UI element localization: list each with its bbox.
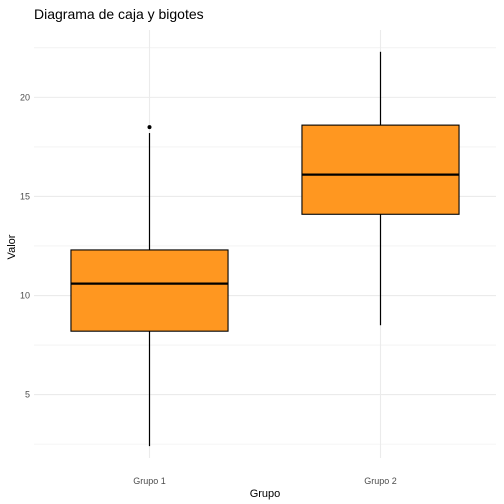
y-tick-label: 15: [20, 191, 30, 201]
x-axis-title: Grupo: [250, 488, 281, 500]
x-axis-ticks: Grupo 1 Grupo 2: [133, 476, 397, 486]
grid: [34, 30, 496, 458]
box-1: [71, 125, 228, 446]
y-axis-ticks: 5 10 15 20: [20, 92, 30, 399]
boxes: [71, 52, 459, 446]
outlier-point: [148, 125, 152, 129]
box-2: [302, 52, 459, 325]
chart-title: Diagrama de caja y bigotes: [34, 6, 204, 22]
box-iqr: [71, 250, 228, 331]
y-tick-label: 20: [20, 92, 30, 102]
y-axis-title: Valor: [6, 234, 18, 259]
y-tick-label: 5: [25, 390, 30, 400]
x-tick-label: Grupo 2: [364, 476, 397, 486]
x-tick-label: Grupo 1: [133, 476, 166, 486]
y-tick-label: 10: [20, 291, 30, 301]
box-iqr: [302, 125, 459, 214]
